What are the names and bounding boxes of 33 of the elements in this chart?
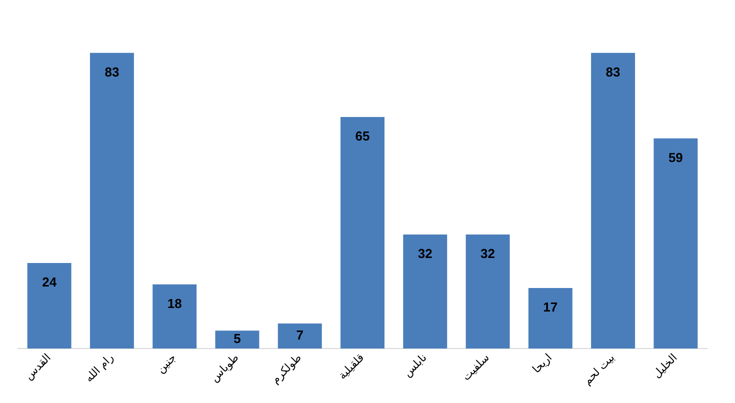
bar [466, 234, 510, 348]
x-tick-label: طولكرم [268, 350, 304, 386]
data-label: 83 [606, 64, 620, 80]
bar [90, 52, 134, 348]
data-label: 18 [167, 296, 182, 311]
x-tick-label: بيت لحم [580, 351, 618, 388]
x-tick-label: رام الله [82, 351, 116, 385]
bar [278, 324, 322, 348]
bar [528, 288, 572, 348]
bar [215, 330, 260, 348]
data-label: 32 [418, 246, 432, 262]
x-tick-label: الخليل [650, 351, 680, 381]
bar [591, 52, 636, 348]
bar [654, 138, 698, 348]
data-label: 59 [668, 150, 683, 165]
x-tick-label: جنين [154, 351, 179, 376]
x-tick-label: قلقيلية [336, 351, 367, 382]
data-label: 32 [480, 246, 496, 262]
x-tick-label: طوباس [208, 350, 242, 385]
data-label: 83 [104, 64, 120, 80]
x-tick-label: سلفيت [460, 351, 492, 384]
x-tick-label: القدس [22, 351, 54, 382]
bar [27, 263, 72, 348]
data-label: 24 [42, 274, 58, 290]
x-tick-label: اريحا [530, 351, 555, 376]
bar [403, 234, 448, 348]
bar [340, 117, 384, 348]
data-label: 7 [296, 328, 304, 343]
data-label: 5 [234, 331, 241, 346]
x-tick-label: نابلس [400, 351, 430, 380]
bar [152, 284, 197, 348]
data-label: 65 [355, 128, 370, 144]
data-label: 17 [543, 300, 558, 315]
